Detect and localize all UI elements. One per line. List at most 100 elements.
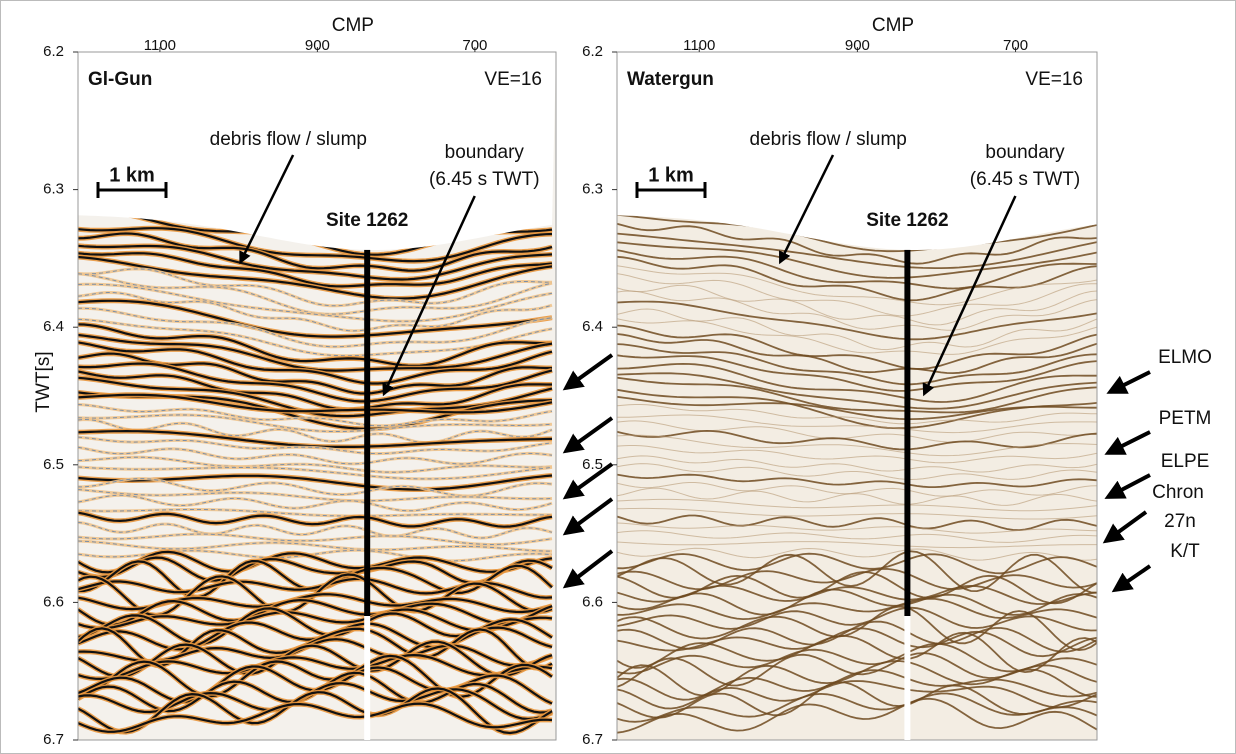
reflector	[78, 436, 553, 455]
horizon-label: ELPE	[1161, 451, 1210, 472]
reflector	[617, 522, 1097, 534]
reflector	[617, 552, 1097, 575]
reflector	[78, 370, 552, 411]
reflector	[617, 300, 1097, 341]
reflector	[617, 395, 1097, 421]
panel-title: Gl-Gun	[88, 69, 152, 90]
reflector	[78, 533, 553, 546]
annotation: debris flow / slump	[210, 129, 367, 150]
reflector	[617, 290, 1097, 331]
y-tick-label: 6.3	[43, 181, 64, 198]
reflector	[617, 660, 1097, 698]
reflector	[617, 455, 1097, 473]
reflector	[617, 606, 1097, 632]
annotation-arrow	[382, 195, 476, 397]
reflector	[617, 318, 1097, 355]
seismic-image	[617, 52, 1097, 734]
reflector	[78, 418, 553, 444]
reflector	[78, 227, 553, 263]
reflector	[78, 318, 553, 357]
reflector	[617, 354, 1097, 392]
reflector	[78, 456, 553, 473]
reflector	[78, 307, 553, 348]
reflector	[78, 404, 553, 427]
reflector	[78, 255, 553, 300]
annotation: boundary	[445, 142, 525, 163]
reflector	[617, 681, 1097, 719]
annotation: (6.45 s TWT)	[429, 169, 540, 190]
reflector	[78, 687, 553, 735]
y-tick-label: 6.6	[582, 593, 603, 610]
reflector	[617, 550, 1097, 594]
borehole	[904, 249, 911, 616]
horizon-arrow	[1106, 370, 1151, 394]
reflector	[78, 598, 553, 626]
reflector	[78, 466, 553, 480]
reflector	[78, 520, 553, 540]
reflector	[617, 498, 1097, 512]
reflector	[617, 414, 1097, 434]
reflector	[617, 547, 1097, 561]
reflector	[617, 232, 1097, 270]
y-tick-label: 6.7	[582, 731, 603, 748]
reflector	[78, 446, 553, 465]
reflector	[78, 414, 553, 432]
y-tick-label: 6.5	[43, 456, 64, 473]
annotation-arrow	[922, 195, 1017, 397]
reflector	[78, 283, 553, 322]
y-tick-label: 6.7	[43, 731, 64, 748]
y-tick-label: 6.2	[43, 43, 64, 60]
reflector	[617, 507, 1097, 520]
annotation-arrow	[779, 154, 835, 265]
x-tick-label: 1100	[683, 37, 715, 54]
reflector	[617, 284, 1097, 326]
scale-bar-label: 1 km	[648, 164, 694, 186]
annotation: boundary	[985, 142, 1065, 163]
reflector	[78, 299, 553, 338]
reflector	[617, 482, 1097, 497]
y-tick-label: 6.4	[582, 318, 603, 335]
x-tick-label: 900	[845, 37, 870, 54]
reflector	[78, 376, 553, 418]
reflector	[78, 509, 552, 517]
y-axis-label: TWT[s]	[33, 351, 54, 412]
reflector	[78, 489, 553, 502]
borehole-below	[904, 616, 911, 740]
x-axis-label: CMP	[332, 15, 374, 36]
reflector	[78, 540, 553, 552]
annotation: (6.45 s TWT)	[970, 169, 1081, 190]
annotation-arrow	[239, 154, 295, 265]
reflector	[78, 393, 553, 414]
x-axis-label: CMP	[872, 15, 914, 36]
reflector	[617, 376, 1097, 414]
horizon-label: Chron	[1152, 482, 1204, 503]
reflector	[617, 541, 1097, 549]
reflector	[617, 620, 1097, 653]
reflector	[78, 252, 553, 288]
reflector	[617, 265, 1097, 306]
vertical-exaggeration: VE=16	[484, 69, 542, 90]
reflector	[617, 487, 1097, 506]
horizon-label: K/T	[1170, 541, 1200, 562]
water-column	[78, 52, 556, 250]
reflector	[78, 640, 553, 678]
reflector	[617, 584, 1097, 605]
site-label: Site 1262	[326, 210, 408, 231]
horizon-arrow	[1111, 564, 1152, 593]
reflector	[617, 213, 1097, 253]
reflector	[78, 291, 553, 332]
reflector	[78, 244, 553, 281]
x-tick-label: 700	[1003, 37, 1028, 54]
reflector	[78, 494, 553, 512]
reflector	[617, 333, 1097, 375]
reflector	[617, 597, 1097, 621]
seismic-image	[78, 52, 556, 736]
reflector	[617, 372, 1097, 410]
borehole	[364, 249, 371, 616]
reflector	[78, 511, 553, 528]
reflector	[617, 463, 1097, 481]
reflector	[78, 362, 553, 403]
panel-title: Watergun	[627, 69, 714, 90]
